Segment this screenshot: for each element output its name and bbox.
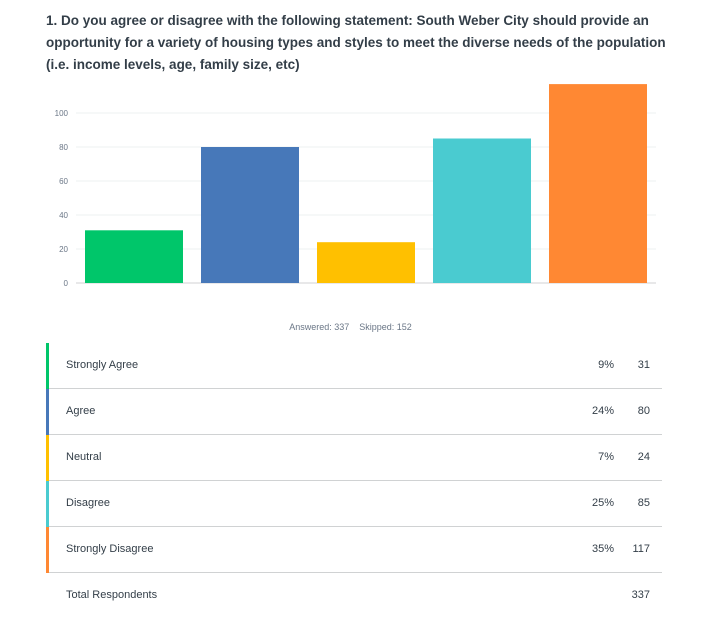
row-percent: 35% [591,543,614,555]
total-count: 337 [631,589,650,601]
row-color-accent [46,527,49,573]
row-count: 85 [637,497,650,509]
table-row: Strongly Agree 9% 31 [46,343,662,389]
row-count: 117 [632,543,650,555]
row-percent: 25% [591,497,614,509]
skipped-count: Skipped: 152 [359,322,412,332]
answered-count: Answered: 337 [289,322,350,332]
bar-strongly-agree [85,230,183,283]
question-title: 1. Do you agree or disagree with the fol… [46,13,666,72]
y-tick-label: 0 [64,279,69,288]
table-row: Agree 24% 80 [46,389,662,435]
y-tick-label: 100 [55,109,69,118]
row-percent: 24% [591,405,614,417]
row-label: Disagree [66,497,111,509]
row-label: Strongly Disagree [66,543,154,555]
y-tick-label: 40 [59,211,68,220]
row-color-accent [46,389,49,435]
table-row: Neutral 7% 24 [46,435,662,481]
row-label: Strongly Agree [66,359,139,371]
total-label: Total Respondents [66,589,158,601]
bar-disagree [433,138,531,283]
bar-chart: 0 20 40 60 80 100 [55,84,656,288]
row-color-accent [46,435,49,481]
table-row: Disagree 25% 85 [46,481,662,527]
results-table: Strongly Agree 9% 31 Agree 24% 80 Neutra… [46,343,662,618]
row-count: 80 [637,405,650,417]
row-percent: 7% [598,451,614,463]
bar-strongly-disagree [549,84,647,283]
total-row: Total Respondents 337 [46,573,662,618]
y-tick-label: 20 [59,245,68,254]
y-tick-label: 80 [59,143,68,152]
row-count: 31 [637,359,650,371]
bar-agree [201,147,299,283]
bar-neutral [317,242,415,283]
y-tick-label: 60 [59,177,68,186]
row-label: Neutral [66,451,102,463]
row-percent: 9% [598,359,614,371]
response-summary: Answered: 337 Skipped: 152 [0,322,701,332]
table-row: Strongly Disagree 35% 117 [46,527,662,573]
row-label: Agree [66,405,96,417]
row-color-accent [46,481,49,527]
row-color-accent [46,343,49,389]
row-count: 24 [637,451,650,463]
